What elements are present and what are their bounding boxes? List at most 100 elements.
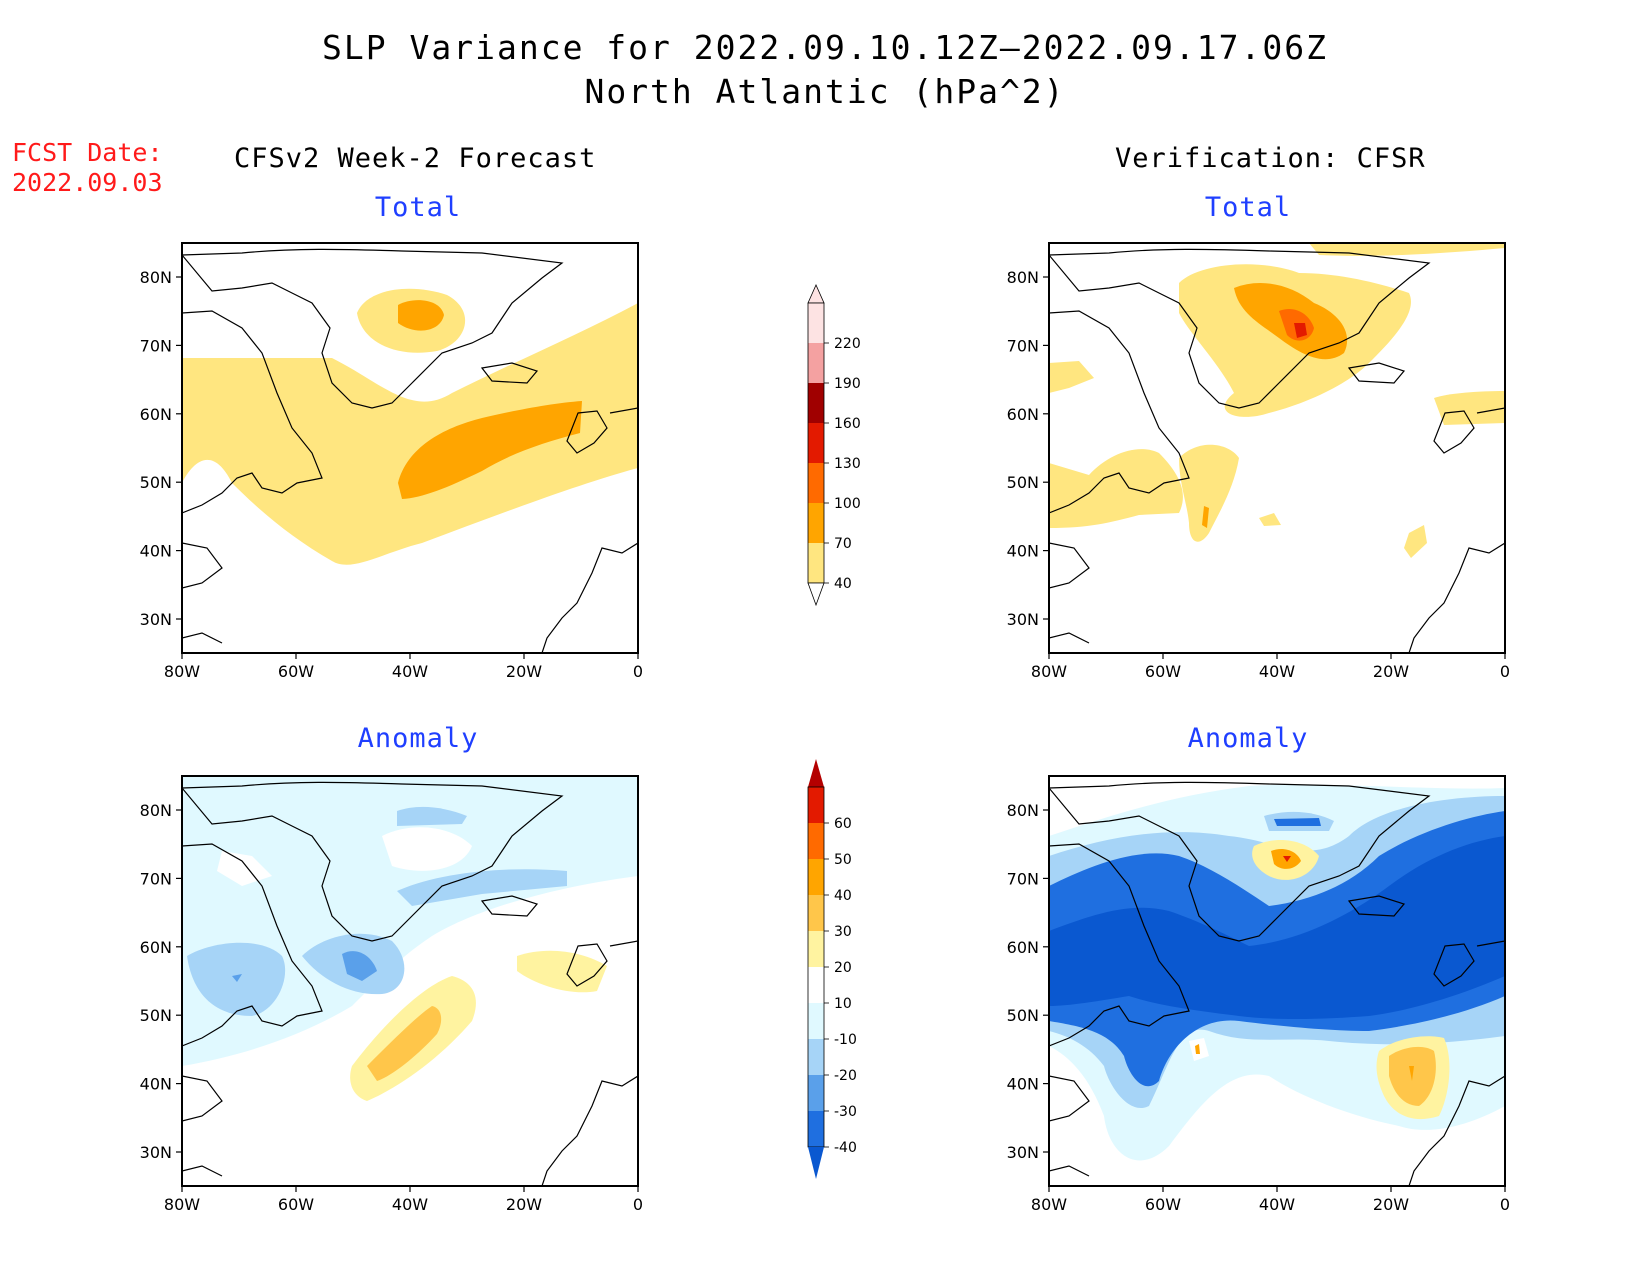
lat-tick-label: 60N [140, 405, 172, 424]
lon-tick-label: 40W [392, 662, 428, 681]
map-forecast-total: 80N 70N 60N 50N 40N 30N 80W 60W 40W 20W 0 [140, 242, 643, 681]
shading-verification-total [1049, 243, 1505, 558]
colorbar-level-label: 160 [834, 416, 861, 432]
colorbar-swatch [808, 1039, 824, 1075]
chart-title-line1: SLP Variance for 2022.09.10.12Z–2022.09.… [322, 28, 1328, 67]
coastlines-forecast-total [182, 248, 638, 653]
lon-tick-label: 80W [1031, 1195, 1067, 1214]
panel-subtitle-verification-total: Total [1204, 192, 1292, 223]
lat-tick-label: 60N [1007, 938, 1039, 957]
lon-tick-label: 80W [164, 1195, 200, 1214]
lat-tick-label: 30N [1007, 610, 1039, 629]
axis-labels: 80N 70N 60N 50N 40N 30N 80W 60W 40W 20W 0 [1007, 268, 1510, 681]
coastlines-forecast-anomaly [182, 781, 638, 1186]
coastlines-verification-anomaly [1049, 781, 1505, 1186]
colorbar-cap-top [808, 759, 824, 787]
colorbar-level-label: 30 [834, 924, 852, 940]
lon-tick-label: 0 [1500, 1195, 1510, 1214]
colorbar-swatch [808, 423, 824, 463]
colorbar-level-label: 50 [834, 852, 852, 868]
lat-tick-label: 80N [1007, 268, 1039, 287]
lon-tick-label: 40W [1259, 662, 1295, 681]
colorbar-cap-bottom [808, 1147, 824, 1179]
colorbar-level-label: 10 [834, 996, 852, 1012]
shading-forecast-anomaly [182, 776, 638, 1186]
lon-tick-label: 60W [1145, 662, 1181, 681]
lon-tick-label: 80W [164, 662, 200, 681]
lon-tick-label: 20W [506, 1195, 542, 1214]
map-verification-total: 80N 70N 60N 50N 40N 30N 80W 60W 40W 20W 0 [1007, 242, 1510, 681]
lat-tick-label: 50N [140, 473, 172, 492]
colorbar-swatch [808, 303, 824, 343]
lon-tick-label: 40W [392, 1195, 428, 1214]
lon-tick-label: 60W [278, 662, 314, 681]
lat-tick-label: 80N [140, 801, 172, 820]
colorbar-swatch [808, 383, 824, 423]
map-verification-anomaly: 80N 70N 60N 50N 40N 30N 80W 60W 40W 20W 0 [1007, 775, 1510, 1214]
colorbar-level-label: 60 [834, 816, 852, 832]
axis-labels: 80N 70N 60N 50N 40N 30N 80W 60W 40W 20W 0 [140, 801, 643, 1214]
panel-subtitle-verification-anomaly: Anomaly [1187, 723, 1309, 754]
lat-tick-label: 40N [140, 542, 172, 561]
panel-subtitle-forecast-anomaly: Anomaly [357, 723, 479, 754]
lon-tick-label: 0 [633, 662, 643, 681]
shading-verification-anomaly [1049, 784, 1505, 1161]
lat-tick-label: 50N [1007, 473, 1039, 492]
lat-tick-label: 30N [140, 610, 172, 629]
lat-tick-label: 70N [140, 336, 172, 355]
lat-tick-label: 40N [140, 1075, 172, 1094]
colorbar-level-label: 220 [834, 336, 861, 352]
map-forecast-anomaly: 80N 70N 60N 50N 40N 30N 80W 60W 40W 20W 0 [140, 775, 643, 1214]
colorbar-swatch [808, 1003, 824, 1039]
lon-tick-label: 40W [1259, 1195, 1295, 1214]
fcst-date-label: FCST Date: [12, 138, 163, 167]
chart-title-line2: North Atlantic (hPa^2) [584, 72, 1066, 111]
colorbar-swatch [808, 931, 824, 967]
colorbar-cap-top [807, 284, 825, 304]
colorbar-level-label: 70 [834, 536, 852, 552]
lon-tick-label: 20W [506, 662, 542, 681]
coastlines-verification-total [1049, 248, 1505, 653]
lon-tick-label: 20W [1373, 662, 1409, 681]
lon-tick-label: 80W [1031, 662, 1067, 681]
lon-tick-label: 0 [633, 1195, 643, 1214]
colorbar-swatch [808, 1111, 824, 1147]
colorbar-swatch [808, 967, 824, 1003]
lat-tick-label: 70N [1007, 336, 1039, 355]
colorbar-swatch [808, 343, 824, 383]
colorbar-swatch [808, 895, 824, 931]
lat-tick-label: 80N [1007, 801, 1039, 820]
colorbar-total: 220 190 160 130 100 70 40 [807, 284, 861, 607]
colorbar-cap-bottom [807, 582, 825, 607]
colorbar-swatch [808, 503, 824, 543]
lon-tick-label: 0 [1500, 662, 1510, 681]
lat-tick-label: 60N [1007, 405, 1039, 424]
lat-tick-label: 50N [1007, 1006, 1039, 1025]
lat-tick-label: 50N [140, 1006, 172, 1025]
colorbar-level-label: 130 [834, 456, 861, 472]
column-heading-verification: Verification: CFSR [1115, 143, 1426, 174]
colorbar-level-label: -40 [834, 1140, 857, 1156]
colorbar-swatch [808, 463, 824, 503]
panel-subtitle-forecast-total: Total [374, 192, 462, 223]
colorbar-anomaly: 60 50 40 30 20 10 -10 -20 -30 -40 [807, 759, 857, 1179]
lon-tick-label: 60W [1145, 1195, 1181, 1214]
colorbar-swatch [808, 543, 824, 583]
colorbar-level-label: 100 [834, 496, 861, 512]
lat-tick-label: 40N [1007, 1075, 1039, 1094]
colorbar-level-label: -10 [834, 1032, 857, 1048]
lat-tick-label: 70N [140, 869, 172, 888]
shading-forecast-total [182, 288, 638, 565]
colorbar-swatch [808, 823, 824, 859]
fcst-date-value: 2022.09.03 [12, 168, 163, 197]
lat-tick-label: 40N [1007, 542, 1039, 561]
colorbar-level-label: 190 [834, 376, 861, 392]
axis-labels: 80N 70N 60N 50N 40N 30N 80W 60W 40W 20W 0 [140, 268, 643, 681]
lon-tick-label: 20W [1373, 1195, 1409, 1214]
lat-tick-label: 30N [140, 1143, 172, 1162]
colorbar-swatch [808, 787, 824, 823]
colorbar-swatch [808, 1075, 824, 1111]
lat-tick-label: 30N [1007, 1143, 1039, 1162]
colorbar-level-label: 20 [834, 960, 852, 976]
axis-labels: 80N 70N 60N 50N 40N 30N 80W 60W 40W 20W 0 [1007, 801, 1510, 1214]
